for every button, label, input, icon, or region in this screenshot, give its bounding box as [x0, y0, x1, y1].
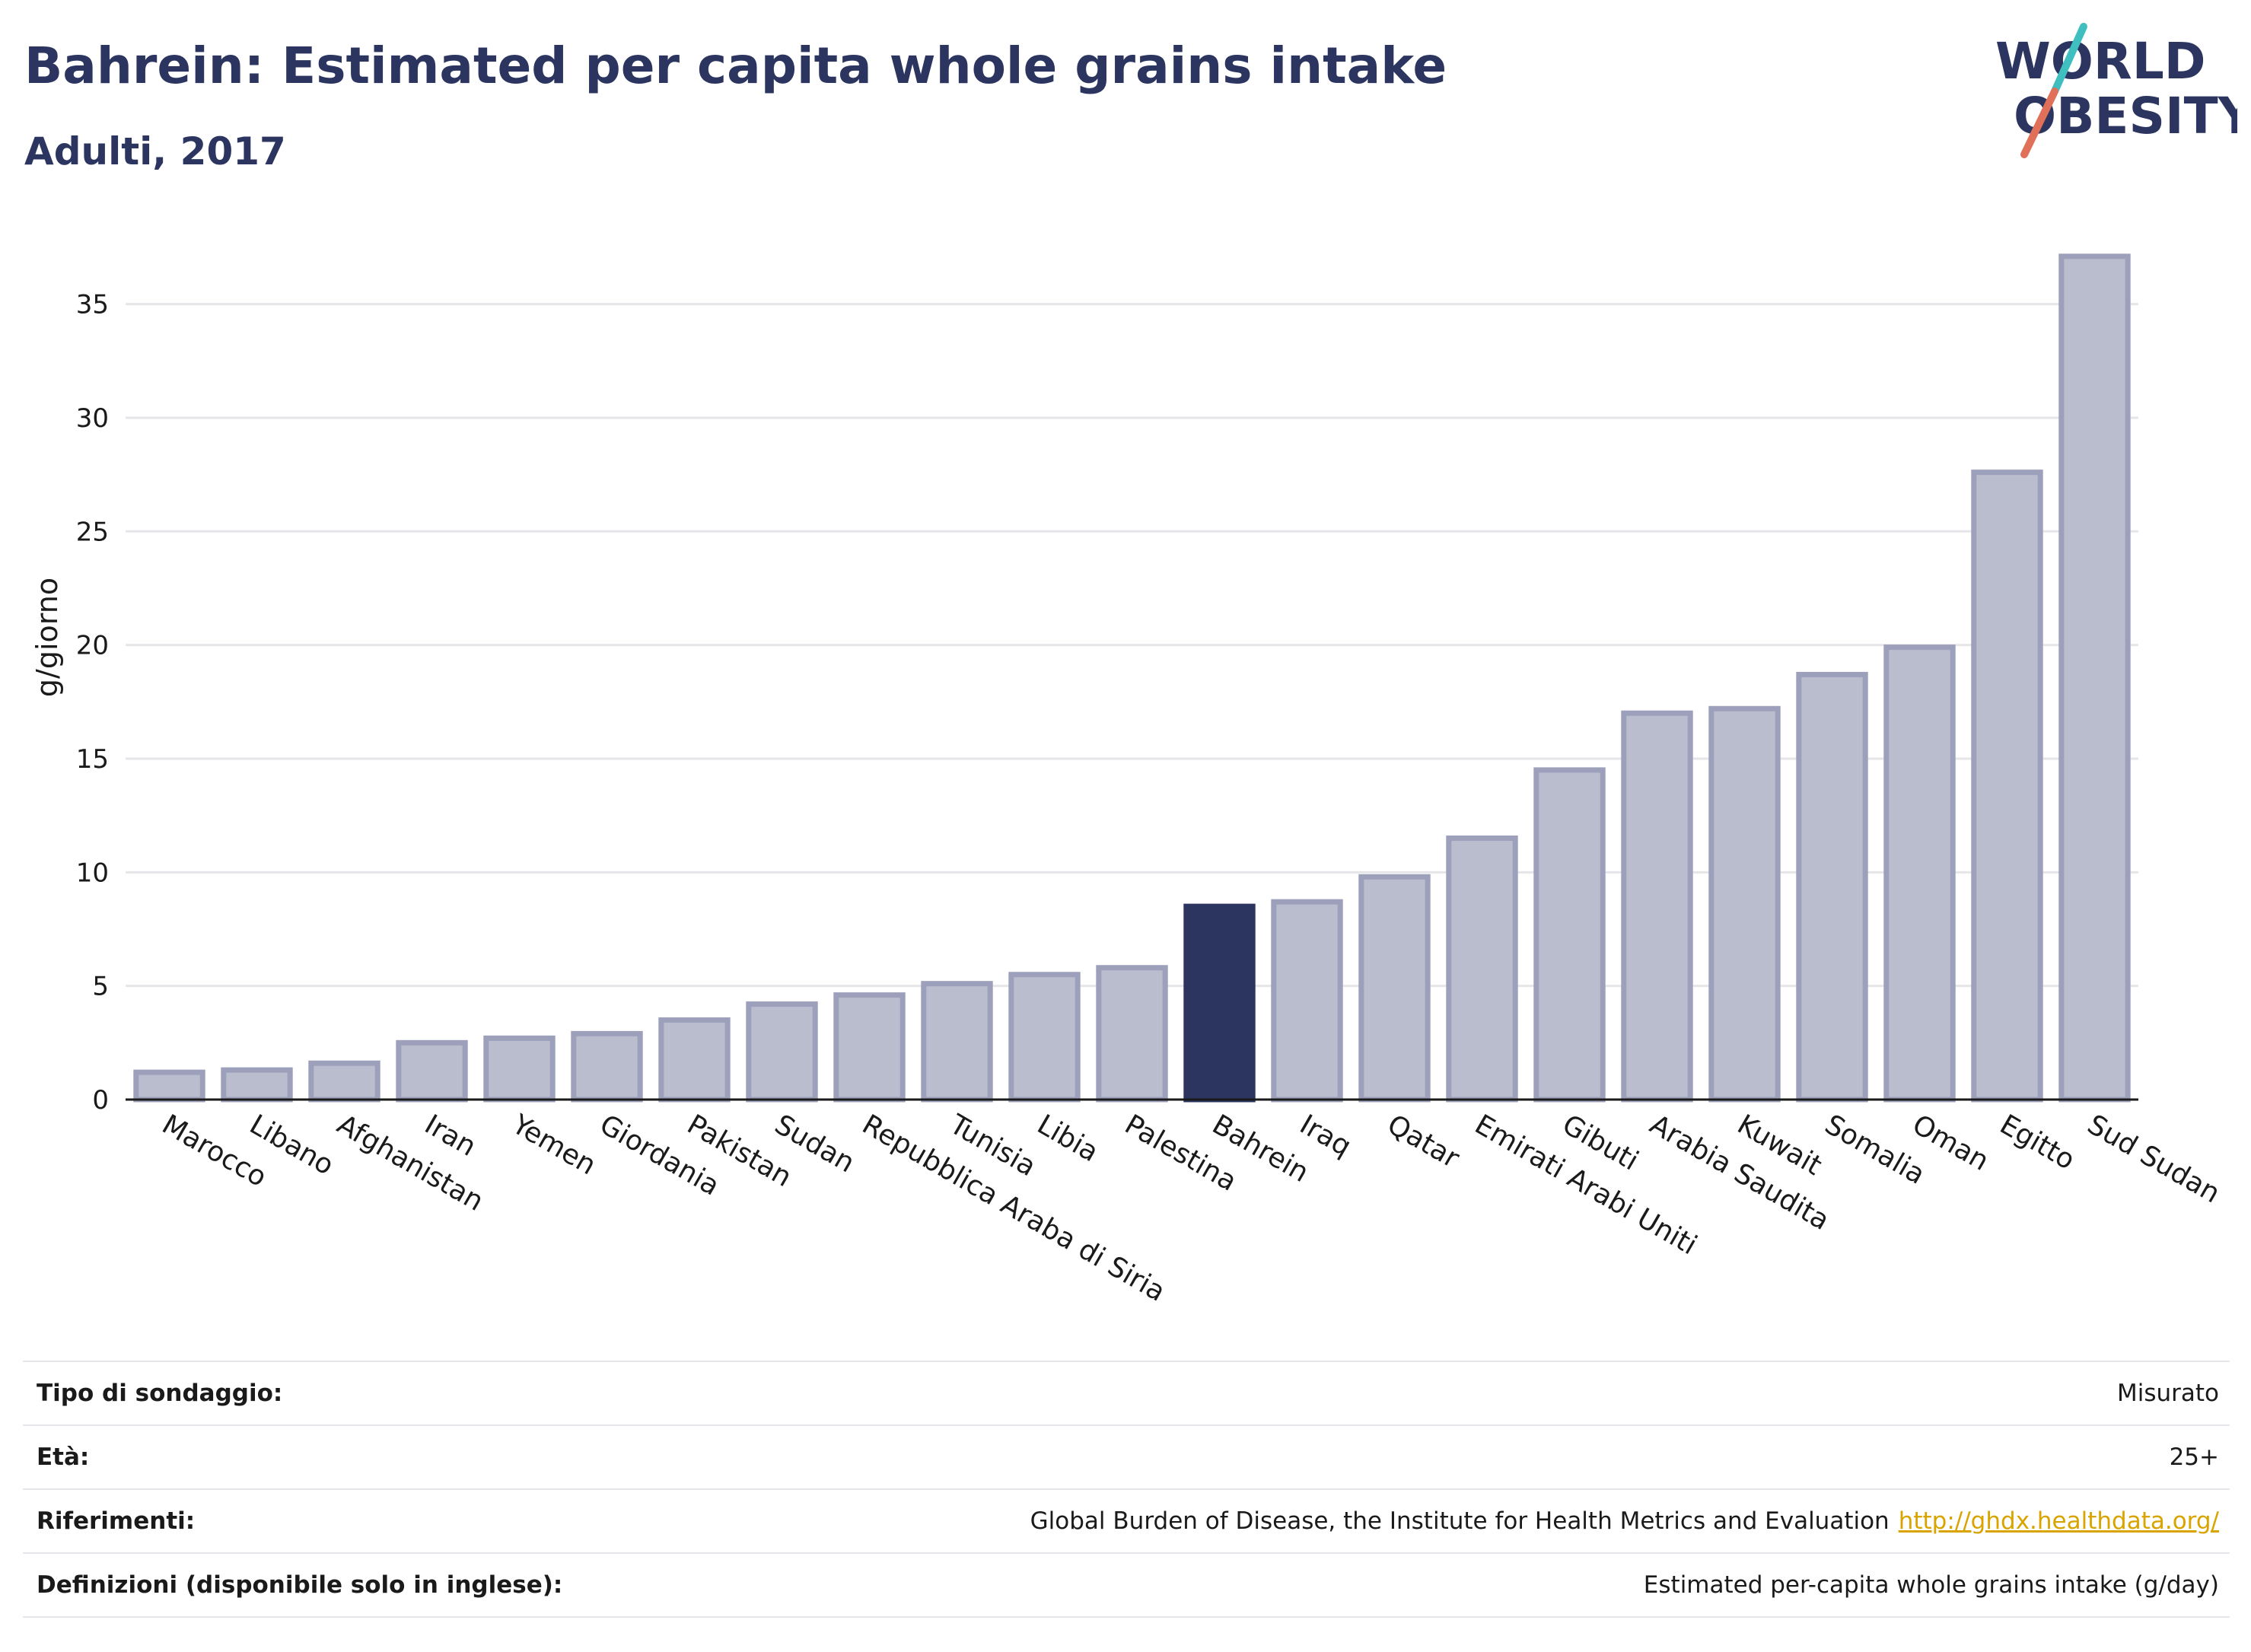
bar-pakistan[interactable]	[658, 1017, 731, 1103]
x-tick-label: Somalia	[1820, 1109, 1930, 1191]
y-tick-label: 15	[76, 744, 109, 775]
info-value: Estimated per-capita whole grains intake…	[1643, 1571, 2219, 1599]
x-tick-label: Qatar	[1382, 1109, 1464, 1174]
bar-libia[interactable]	[1008, 972, 1081, 1103]
bar-oman[interactable]	[1883, 645, 1956, 1103]
x-tick-label: Repubblica Araba di Siria	[857, 1109, 1170, 1308]
y-tick-label: 5	[92, 972, 109, 1002]
y-axis-ticks: 0 5 10 15 20 25 30 35	[76, 290, 109, 1116]
info-value-wrapper: Global Burden of Disease, the Institute …	[1030, 1507, 2230, 1535]
x-tick-label: Yemen	[506, 1109, 601, 1182]
bar-palestina[interactable]	[1096, 965, 1168, 1103]
bar-iran[interactable]	[396, 1039, 468, 1103]
y-tick-label: 25	[76, 517, 109, 547]
x-tick-label: Iraq	[1294, 1109, 1356, 1163]
x-tick-label: Sud Sudan	[2082, 1109, 2225, 1209]
bar-marocco[interactable]	[133, 1069, 205, 1103]
x-tick-label: Libia	[1032, 1109, 1103, 1168]
page-title: Bahrein: Estimated per capita whole grai…	[24, 37, 1447, 95]
info-key: Tipo di sondaggio:	[37, 1380, 283, 1407]
reference-link[interactable]: http://ghdx.healthdata.org/	[1898, 1507, 2219, 1535]
page-subtitle: Adulti, 2017	[24, 129, 286, 173]
bar-emirati-arabi-uniti[interactable]	[1446, 836, 1518, 1103]
bar-tunisia[interactable]	[921, 981, 993, 1103]
info-row-age: Età: 25+	[23, 1424, 2230, 1488]
bar-giordania[interactable]	[571, 1030, 643, 1103]
bar-yemen[interactable]	[483, 1035, 556, 1103]
info-key: Età:	[37, 1444, 90, 1471]
bar-gibuti[interactable]	[1533, 767, 1606, 1103]
info-table: Tipo di sondaggio: Misurato Età: 25+ Rif…	[23, 1361, 2230, 1618]
bar-afghanistan[interactable]	[308, 1060, 380, 1103]
bar-repubblica-araba-di-siria[interactable]	[833, 992, 906, 1103]
y-tick-label: 10	[76, 858, 109, 888]
y-tick-label: 0	[92, 1085, 109, 1116]
bar-libano[interactable]	[221, 1067, 293, 1103]
info-row-survey-type: Tipo di sondaggio: Misurato	[23, 1361, 2230, 1424]
logo-line1: WORLD	[1995, 32, 2206, 91]
y-tick-label: 20	[76, 631, 109, 661]
x-tick-label: Afghanistan	[332, 1109, 489, 1218]
bar-qatar[interactable]	[1358, 874, 1431, 1103]
bar-sudan[interactable]	[746, 1001, 818, 1103]
info-value: Misurato	[2116, 1380, 2219, 1407]
info-value: Global Burden of Disease, the Institute …	[1030, 1507, 1890, 1535]
info-key: Riferimenti:	[37, 1507, 196, 1535]
info-key: Definizioni (disponibile solo in inglese…	[37, 1571, 563, 1599]
x-tick-label: Iran	[419, 1109, 481, 1163]
y-tick-label: 35	[76, 290, 109, 320]
bar-sud-sudan[interactable]	[2058, 253, 2131, 1103]
bar-iraq[interactable]	[1271, 899, 1343, 1103]
bar-bahrein[interactable]	[1183, 903, 1256, 1103]
info-value: 25+	[2169, 1444, 2219, 1471]
bar-kuwait[interactable]	[1708, 705, 1781, 1103]
x-tick-label: Egitto	[1995, 1109, 2080, 1176]
bar-arabia-saudita[interactable]	[1621, 710, 1693, 1103]
bar-somalia[interactable]	[1796, 671, 1868, 1103]
y-tick-label: 30	[76, 403, 109, 434]
info-row-definitions: Definizioni (disponibile solo in inglese…	[23, 1552, 2230, 1618]
bar-egitto[interactable]	[1971, 469, 2043, 1103]
bars	[133, 253, 2131, 1103]
world-obesity-logo[interactable]: WORLD OBESITY	[1979, 19, 2237, 160]
y-axis-title: g/giorno	[30, 578, 64, 697]
info-row-references: Riferimenti: Global Burden of Disease, t…	[23, 1488, 2230, 1552]
